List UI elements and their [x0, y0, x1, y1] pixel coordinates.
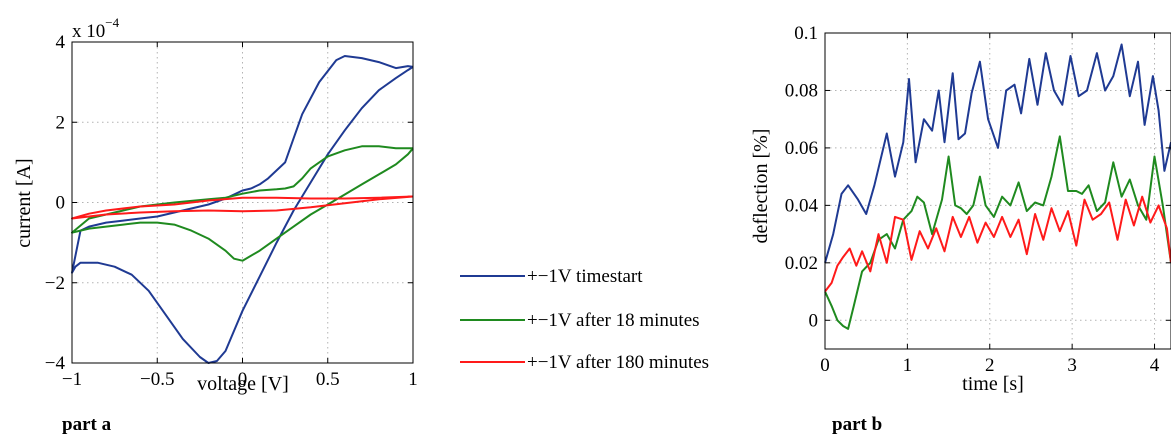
legend: +−1V timestart +−1V after 18 minutes +−1…: [460, 266, 709, 373]
panel-a-caption: part a: [62, 414, 112, 435]
panel-a-xlabel: voltage [V]: [197, 373, 289, 395]
panel-b-xtick-label: 1: [903, 355, 913, 376]
panel-a-ytick-label: 4: [56, 32, 66, 53]
panel-b-ytick-label: 0: [809, 310, 819, 331]
panel-a-ytick-label: 0: [56, 193, 66, 214]
panel-b-ytick-label: 0.1: [794, 23, 818, 44]
panel-b-xtick-label: 2: [985, 355, 995, 376]
panel-b-xtick-label: 4: [1150, 355, 1160, 376]
legend-label-180min: +−1V after 180 minutes: [527, 352, 709, 373]
exponent-base: x 10: [72, 21, 105, 42]
panel-a-series-1v-after-180-minutes: [71, 195, 414, 220]
panel-a-xtick-label: 1: [408, 369, 418, 390]
panel-b-series: [824, 43, 1171, 330]
panel-b-ytick-label: 0.02: [785, 253, 818, 274]
panel-b-caption: part b: [832, 414, 882, 435]
panel-b-xlabel: time [s]: [962, 373, 1024, 395]
panel-a-grid: [72, 42, 413, 363]
panel-b-frame: [824, 32, 1171, 350]
panel-b-ticks: 0 1 2 3 4 0.1 0.08 0.06 0.04 0.02 0: [785, 23, 1171, 376]
panel-b-xtick-label: 0: [820, 355, 830, 376]
panel-b-grid: [825, 33, 1171, 349]
panel-a-series-1v-after-18-minutes: [71, 145, 414, 262]
panel-a-ytick-label: −4: [45, 353, 66, 374]
legend-label-18min: +−1V after 18 minutes: [527, 310, 700, 331]
exponent-power: −4: [105, 15, 119, 30]
panel-b-ylabel: deflection [%]: [750, 129, 772, 244]
panel-a-xtick-label: −0.5: [140, 369, 174, 390]
panel-a-exponent: x 10−4: [72, 15, 120, 42]
panel-b-ytick-label: 0.08: [785, 80, 818, 101]
panel-b-series-1v-after-180-minutes: [824, 195, 1171, 293]
panel-b-xtick-label: 3: [1067, 355, 1077, 376]
panel-a-ticks: −1 −0.5 0 0.5 1 4 2 0 −2 −4: [45, 32, 418, 390]
panel-a-xtick-label: 0: [238, 369, 248, 390]
panel-b-ytick-label: 0.04: [785, 195, 819, 216]
legend-label-timestart: +−1V timestart: [527, 266, 643, 287]
panel-a-xtick-label: −1: [62, 369, 82, 390]
panel-a-xtick-label: 0.5: [316, 369, 340, 390]
panel-b: 0 1 2 3 4 0.1 0.08 0.06 0.04 0.02 0 time [s] defle…: [750, 23, 1171, 435]
panel-a-ylabel: current [A]: [13, 158, 35, 247]
panel-b-series-1v-timestart: [824, 43, 1171, 264]
panel-a-ytick-label: 2: [56, 112, 66, 133]
panel-b-ytick-label: 0.06: [785, 138, 818, 159]
panel-a-ytick-label: −2: [45, 273, 65, 294]
